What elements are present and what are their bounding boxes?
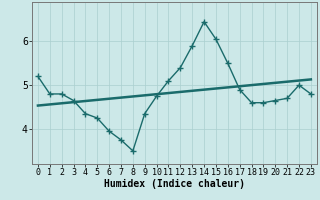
X-axis label: Humidex (Indice chaleur): Humidex (Indice chaleur) <box>104 179 245 189</box>
